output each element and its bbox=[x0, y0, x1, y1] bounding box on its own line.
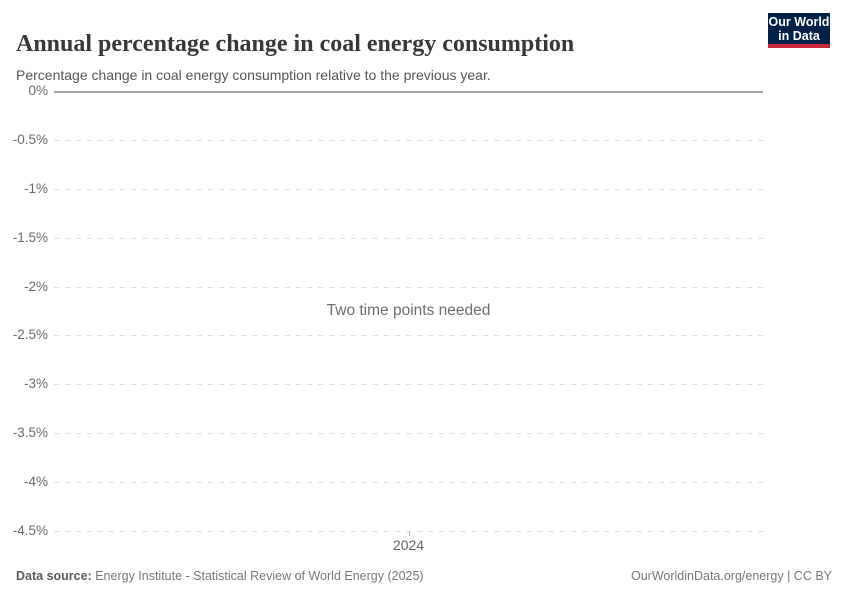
x-axis-tick-label: 2024 bbox=[392, 537, 425, 553]
zero-axis-line bbox=[54, 91, 763, 93]
y-gridline bbox=[54, 482, 763, 484]
owid-logo-line1: Our World bbox=[768, 14, 830, 29]
y-gridline bbox=[54, 237, 763, 239]
y-axis-tick-label: -1.5% bbox=[12, 229, 48, 245]
chart-subtitle: Percentage change in coal energy consump… bbox=[16, 67, 491, 83]
y-axis-tick-label: -2.5% bbox=[12, 327, 48, 343]
y-gridline bbox=[54, 139, 763, 141]
x-axis-tick-mark bbox=[408, 531, 410, 536]
plot-area: Two time points needed 0% -0.5% -1% -1.5% -2… bbox=[0, 83, 850, 561]
y-gridline bbox=[54, 384, 763, 386]
y-gridline bbox=[54, 433, 763, 435]
y-axis-tick-label: -3% bbox=[23, 376, 48, 392]
y-axis-tick-label: -1% bbox=[23, 180, 48, 196]
data-source-note: Data source: Energy Institute - Statisti… bbox=[16, 568, 424, 584]
y-axis-tick-label: -3.5% bbox=[12, 425, 48, 441]
y-gridline bbox=[54, 188, 763, 190]
y-axis-tick-label: -4% bbox=[23, 474, 48, 490]
y-axis-tick-label: 0% bbox=[28, 83, 48, 98]
footer-link[interactable]: OurWorldinData.org/energy | CC BY bbox=[630, 569, 832, 583]
owid-logo[interactable]: Our World in Data bbox=[768, 13, 830, 48]
y-axis-tick-label: -4.5% bbox=[12, 523, 48, 538]
y-gridline bbox=[54, 286, 763, 288]
data-source-label: Data source: bbox=[16, 569, 92, 583]
y-axis-tick-label: -2% bbox=[23, 278, 48, 294]
chart-footer: Data source: Energy Institute - Statisti… bbox=[16, 568, 832, 584]
data-source-value: Energy Institute - Statistical Review of… bbox=[91, 569, 424, 583]
y-axis-tick-label: -0.5% bbox=[12, 131, 48, 147]
y-gridline bbox=[54, 335, 763, 337]
owid-logo-line2: in Data bbox=[778, 28, 820, 43]
empty-chart-message: Two time points needed bbox=[326, 302, 491, 319]
chart-title: Annual percentage change in coal energy … bbox=[16, 31, 575, 58]
